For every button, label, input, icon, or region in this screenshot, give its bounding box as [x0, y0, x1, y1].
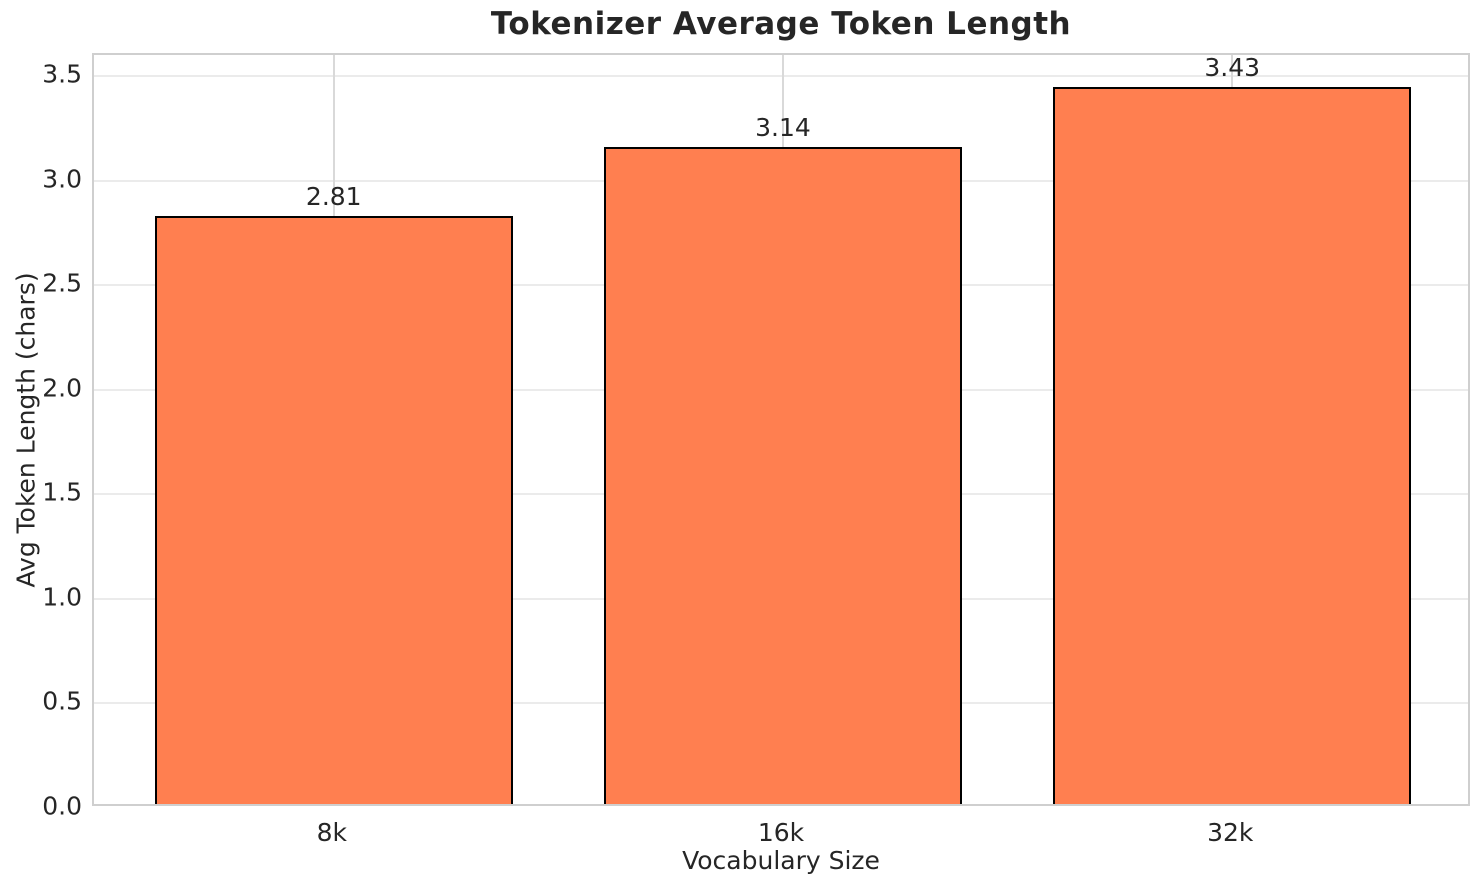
y-tick-label: 0.0: [42, 791, 82, 821]
y-tick-label: 3.0: [42, 164, 82, 193]
x-axis-label: Vocabulary Size: [682, 846, 880, 875]
y-tick-label: 2.0: [42, 373, 82, 403]
bar-8k: [154, 216, 513, 804]
y-tick-label: 1.0: [42, 582, 82, 612]
bar-value-label: 3.43: [1204, 52, 1261, 82]
x-tick-label: 8k: [316, 818, 347, 847]
bar-value-label: 2.81: [305, 182, 362, 212]
y-axis-label: Avg Token Length (chars): [11, 272, 41, 588]
y-tick-label: 2.5: [42, 268, 82, 298]
y-tick-label: 3.5: [42, 59, 82, 89]
plot-area: 2.81 3.14 3.43: [92, 53, 1470, 806]
chart-title: Tokenizer Average Token Length: [490, 6, 1072, 42]
x-tick-label: 16k: [757, 818, 805, 847]
y-tick-label: 1.5: [42, 477, 82, 507]
y-tick-label: 0.5: [42, 686, 82, 716]
bar-16k: [604, 147, 962, 804]
bar-32k: [1053, 86, 1412, 804]
x-tick-label: 32k: [1207, 818, 1254, 847]
gridline-y: [94, 74, 1468, 77]
bar-value-label: 3.14: [755, 113, 811, 143]
